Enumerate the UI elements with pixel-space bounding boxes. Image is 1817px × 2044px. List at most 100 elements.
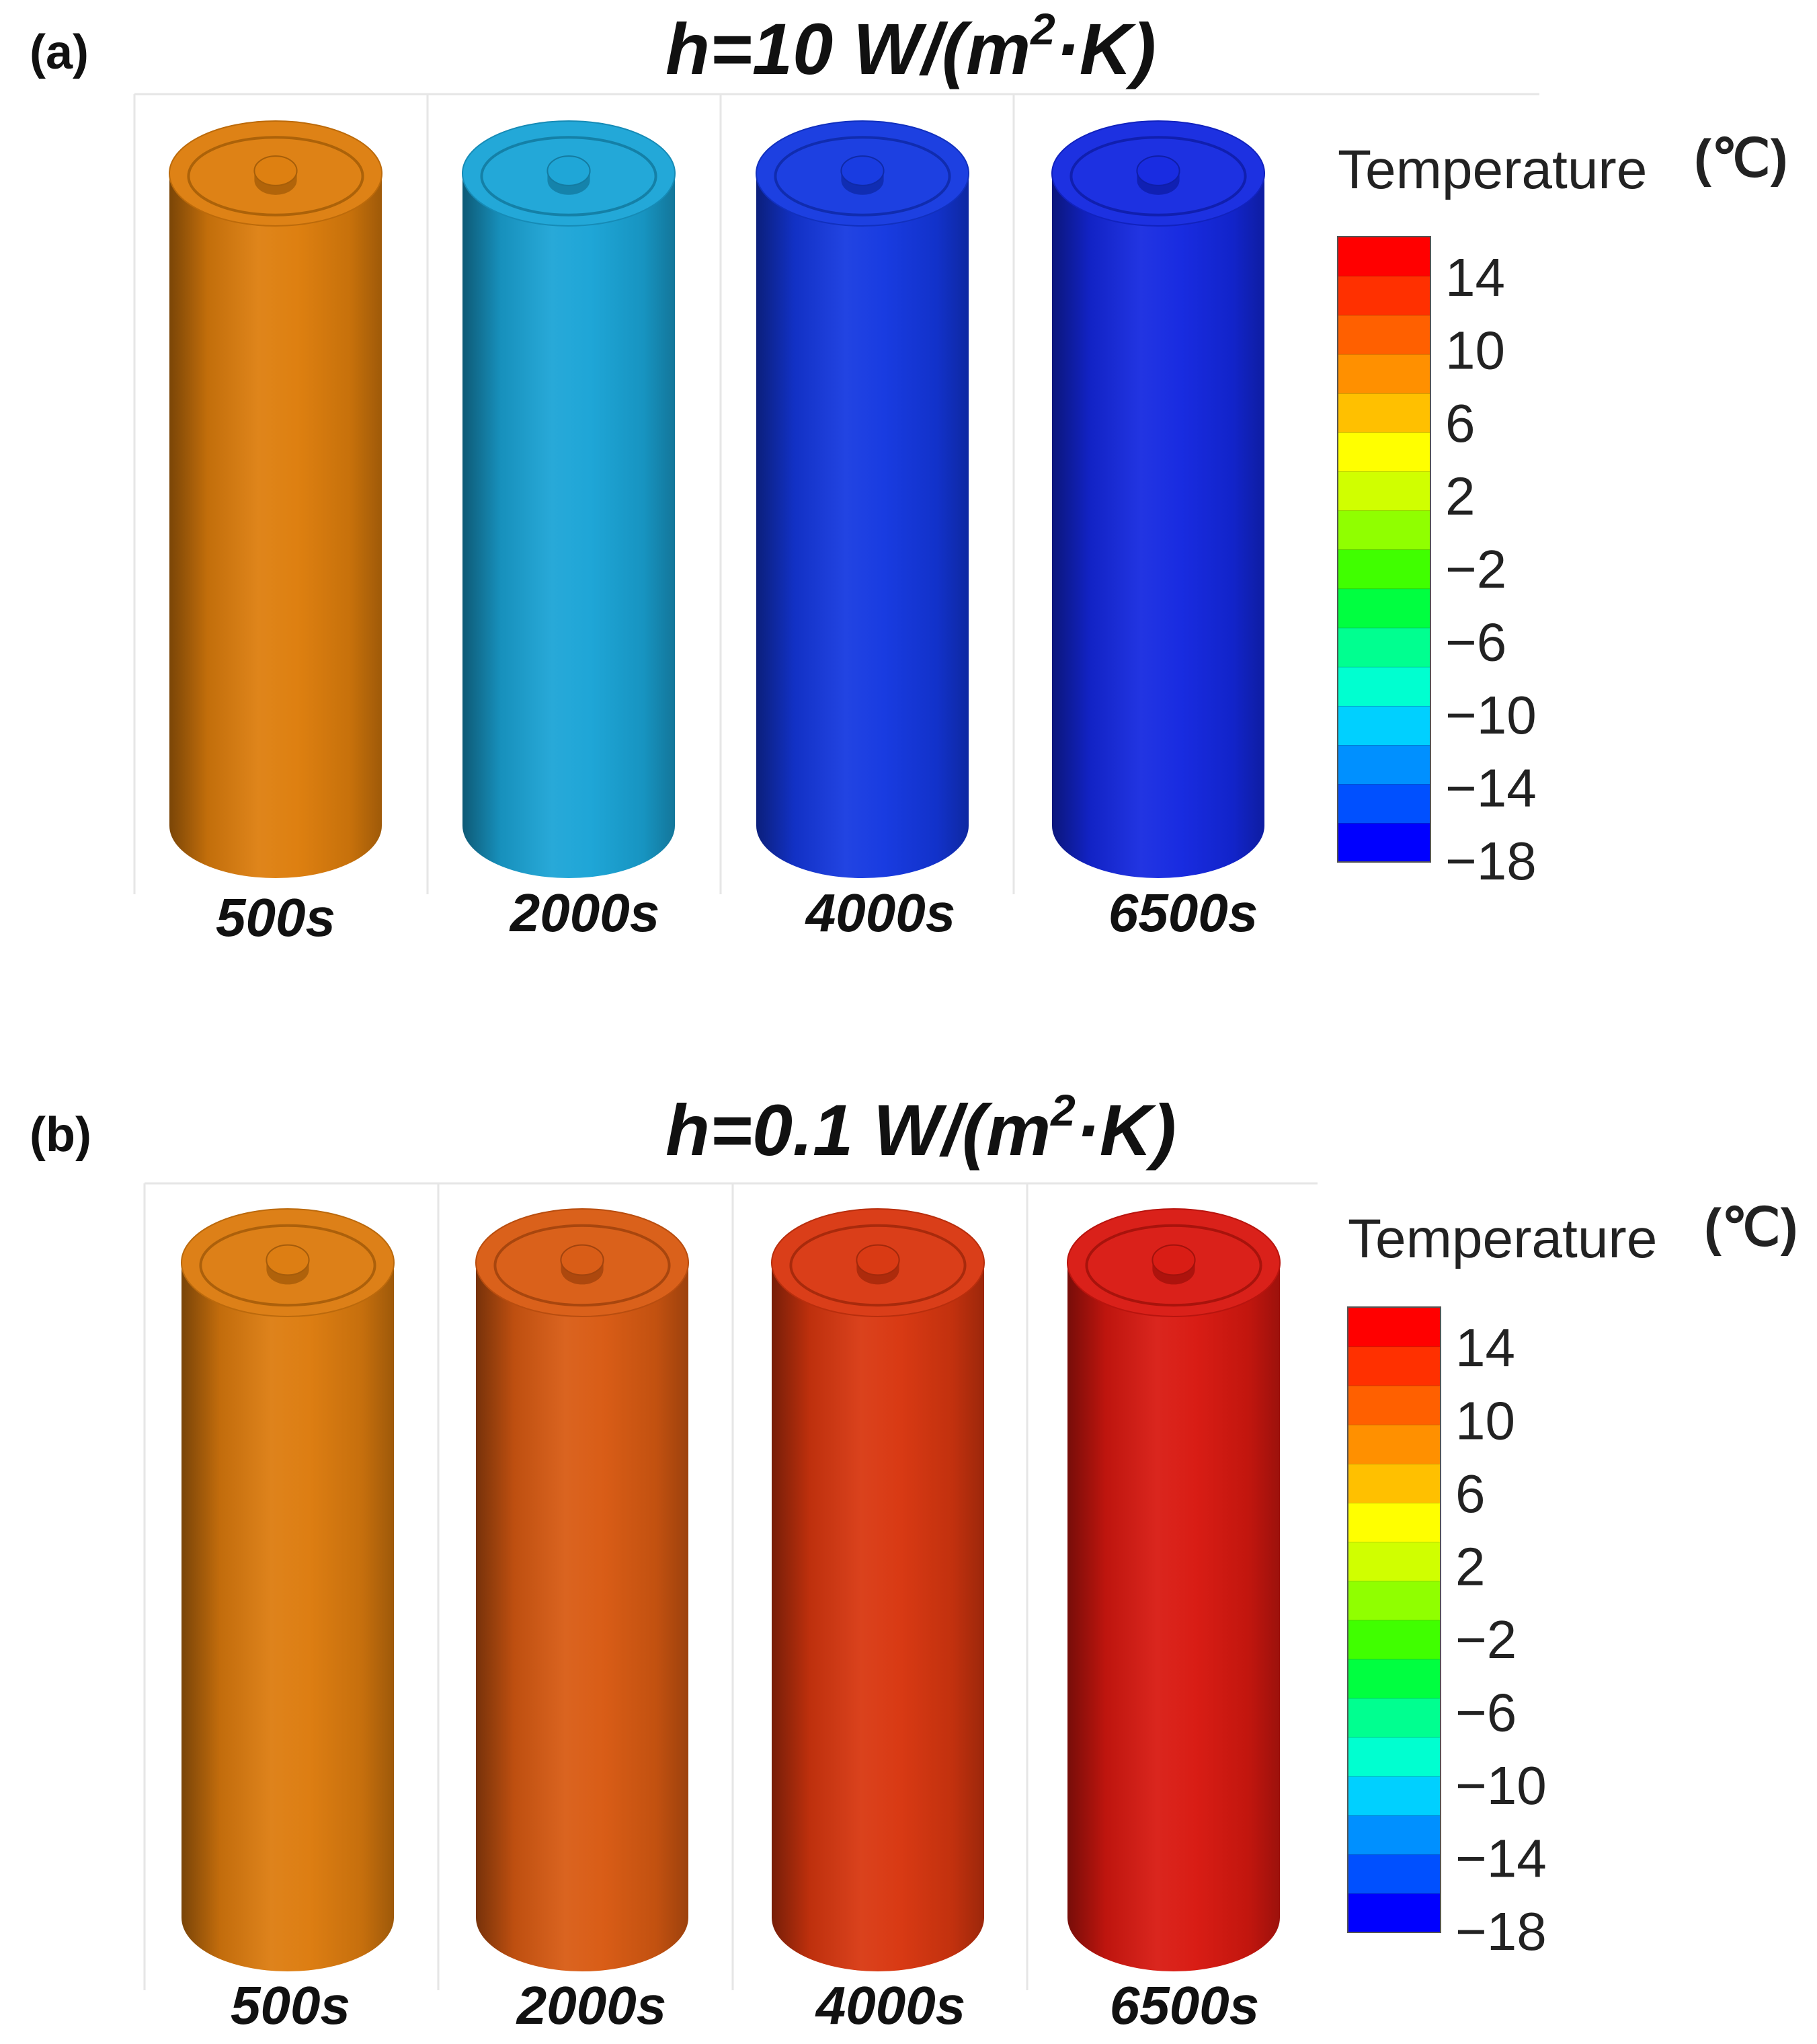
cylinder-body xyxy=(756,173,969,878)
time-label: 500s xyxy=(216,888,335,947)
time-label: 4000s xyxy=(805,883,955,943)
cylinder-terminal-cap xyxy=(840,155,885,186)
cylinder xyxy=(462,120,676,878)
cylinder xyxy=(181,1208,395,1971)
colorbar-band xyxy=(1348,1307,1441,1347)
cylinder-top-rim xyxy=(493,1224,671,1307)
colorbar-tick-label: −14 xyxy=(1455,1829,1547,1889)
cylinder-terminal-cap xyxy=(1152,1244,1196,1276)
colorbar-band xyxy=(1348,1502,1441,1542)
colorbar-tick-label: 2 xyxy=(1455,1537,1486,1597)
colorbar-band xyxy=(1338,432,1430,472)
cylinder xyxy=(1067,1208,1281,1971)
cylinder xyxy=(475,1208,689,1971)
panel-b: (b) h=0.1 W/(m2·K) 500s 2000s 4000s 6500… xyxy=(30,1085,1798,2035)
time-label: 6500s xyxy=(1108,883,1258,943)
panel-a-legend: Temperature (℃) 14 10 6 2 −2 −6 −10 −14 −18 xyxy=(1337,128,1788,891)
cylinder-body xyxy=(462,173,675,878)
legend-title: Temperature xyxy=(1348,1208,1657,1269)
colorbar-tick-label: −6 xyxy=(1455,1683,1517,1743)
panel-b-cylinders xyxy=(181,1208,1281,1971)
colorbar-band xyxy=(1348,1776,1441,1816)
panel-b-title: h=0.1 W/(m2·K) xyxy=(665,1085,1176,1171)
cylinder-body xyxy=(181,1263,394,1971)
cylinder-terminal-cap xyxy=(560,1244,604,1276)
cylinder-top-rim xyxy=(187,136,364,217)
panel-b-legend: Temperature (℃) 14 10 6 2 −2 −6 −10 −14 −18 xyxy=(1347,1197,1798,1961)
colorbar-ticks: 14 10 6 2 −2 −6 −10 −14 −18 xyxy=(1455,1318,1547,1961)
colorbar-band xyxy=(1348,1659,1441,1698)
panel-a-title: h=10 W/(m2·K) xyxy=(665,4,1156,89)
colorbar-band xyxy=(1348,1698,1441,1737)
colorbar-frame xyxy=(1337,236,1431,863)
colorbar-band xyxy=(1348,1385,1441,1425)
colorbar-tick-label: −18 xyxy=(1445,831,1537,891)
colorbar-tick-label: −2 xyxy=(1455,1610,1517,1669)
cylinder xyxy=(1051,120,1265,878)
cylinder-top-rim xyxy=(1069,136,1247,217)
time-label: 4000s xyxy=(815,1975,965,2035)
colorbar-band xyxy=(1348,1463,1441,1503)
colorbar-band xyxy=(1338,627,1430,667)
cylinder-terminal-cap xyxy=(856,1244,900,1276)
cylinder-terminal-cap xyxy=(253,155,298,186)
colorbar-tick-label: 10 xyxy=(1445,321,1505,381)
colorbar-band xyxy=(1348,1815,1441,1855)
colorbar-band xyxy=(1338,666,1430,706)
colorbar-band xyxy=(1348,1541,1441,1581)
colorbar-band xyxy=(1338,822,1430,863)
colorbar-band xyxy=(1348,1737,1441,1776)
colorbar-band xyxy=(1338,588,1430,628)
cylinder-body xyxy=(772,1263,984,1971)
colorbar-tick-label: −14 xyxy=(1445,758,1537,818)
colorbar-band xyxy=(1348,1620,1441,1659)
colorbar-band xyxy=(1338,471,1430,511)
cylinder-top-rim xyxy=(789,1224,967,1307)
panel-b-label: (b) xyxy=(30,1108,91,1162)
cylinder-body xyxy=(169,173,382,878)
colorbar-tick-label: 6 xyxy=(1455,1464,1486,1524)
colorbar-frame xyxy=(1347,1306,1441,1933)
colorbar-band xyxy=(1348,1424,1441,1464)
colorbar-tick-label: 2 xyxy=(1445,467,1476,526)
colorbar-band xyxy=(1338,705,1430,746)
time-label: 6500s xyxy=(1110,1975,1259,2035)
colorbar-band xyxy=(1338,549,1430,589)
legend-title: Temperature xyxy=(1338,139,1647,200)
colorbar-tick-label: 10 xyxy=(1455,1391,1515,1451)
colorbar-tick-label: −10 xyxy=(1455,1756,1547,1815)
panel-a: (a) h=10 W/(m2·K) 500s 2000s 4000s 6500s… xyxy=(30,4,1788,947)
colorbar-band xyxy=(1338,315,1430,354)
colorbar-tick-label: 14 xyxy=(1455,1318,1515,1378)
cylinder-terminal-cap xyxy=(1136,155,1180,186)
cylinder-body xyxy=(1067,1263,1280,1971)
colorbar-band xyxy=(1338,237,1430,276)
colorbar-band xyxy=(1338,783,1430,824)
cylinder-terminal-cap xyxy=(266,1244,310,1276)
cylinder-top-rim xyxy=(774,136,951,217)
time-label: 2000s xyxy=(516,1975,666,2035)
colorbar-band xyxy=(1338,510,1430,550)
colorbar-tick-label: −6 xyxy=(1445,613,1506,672)
colorbar-band xyxy=(1348,1893,1441,1933)
time-label: 2000s xyxy=(509,883,659,943)
colorbar-tick-label: 6 xyxy=(1445,393,1476,453)
colorbar-ticks: 14 10 6 2 −2 −6 −10 −14 −18 xyxy=(1445,247,1537,891)
cylinder-top-rim xyxy=(199,1224,376,1307)
cylinder xyxy=(169,120,382,878)
colorbar-tick-label: −18 xyxy=(1455,1901,1547,1961)
cylinder xyxy=(756,120,969,878)
cylinder-terminal-cap xyxy=(547,155,591,186)
cylinder-body xyxy=(476,1263,688,1971)
cylinder-top-rim xyxy=(1085,1224,1262,1307)
cylinder-top-rim xyxy=(480,136,657,217)
panel-a-label: (a) xyxy=(30,26,89,79)
colorbar xyxy=(1337,236,1431,863)
colorbar-band xyxy=(1348,1854,1441,1894)
colorbar-band xyxy=(1338,354,1430,393)
colorbar xyxy=(1347,1306,1441,1933)
cylinder-body xyxy=(1052,173,1264,878)
cylinder xyxy=(771,1208,985,1971)
legend-unit: (℃) xyxy=(1704,1197,1798,1257)
colorbar-band xyxy=(1338,744,1430,785)
